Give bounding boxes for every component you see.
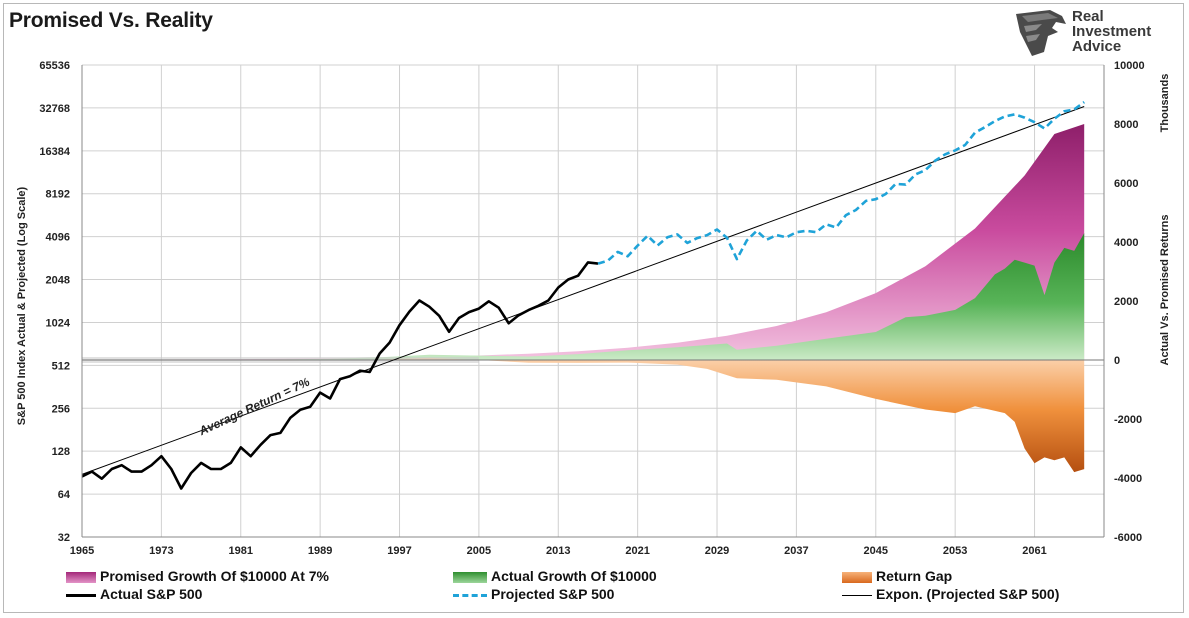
legend-item-gap: Return Gap	[842, 567, 952, 585]
x-tick-label: 1989	[308, 545, 332, 557]
y2-tick-label: -6000	[1114, 532, 1142, 544]
legend-item-actual-sp500: Actual S&P 500	[66, 585, 202, 603]
y2-axis-title: Actual Vs. Promised Returns	[1159, 215, 1171, 366]
legend-item-promised: Promised Growth Of $10000 At 7%	[66, 567, 329, 585]
y-tick-label: 64	[58, 489, 71, 501]
y-tick-label: 32768	[39, 103, 70, 115]
y2-tick-label: 4000	[1114, 237, 1138, 249]
legend-swatch-promised	[66, 571, 96, 583]
logo-line: Investment	[1072, 23, 1152, 40]
legend-label-promised: Promised Growth Of $10000 At 7%	[100, 568, 329, 584]
x-tick-label: 2061	[1022, 545, 1046, 557]
y2-axis-unit: Thousands	[1159, 74, 1171, 133]
area-actual-growth	[82, 233, 1085, 360]
x-tick-label: 1965	[70, 545, 94, 557]
area-return-gap	[82, 357, 1085, 473]
y-tick-label: 16384	[39, 146, 70, 158]
chart-frame	[3, 3, 1184, 613]
x-tick-label: 1981	[229, 545, 253, 557]
annotation-average-return: Average Return = 7%	[196, 374, 312, 438]
x-tick-label: 2053	[943, 545, 967, 557]
legend-swatch-trend	[842, 594, 872, 596]
x-tick-label: 2037	[784, 545, 808, 557]
y-tick-label: 1024	[46, 317, 71, 329]
legend-label-actual-growth: Actual Growth Of $10000	[491, 568, 657, 584]
y-tick-label: 256	[52, 403, 70, 415]
logo-line: Real	[1072, 8, 1104, 25]
legend-swatch-projected-sp500	[453, 593, 487, 597]
x-tick-label: 2029	[705, 545, 729, 557]
eagle-head-icon	[1016, 10, 1066, 56]
legend-item-actual-growth: Actual Growth Of $10000	[453, 567, 657, 585]
legend-label-trend: Expon. (Projected S&P 500)	[876, 586, 1060, 602]
y-tick-label: 2048	[46, 275, 70, 287]
logo-line: Advice	[1072, 38, 1122, 55]
line-series	[81, 101, 1085, 490]
y2-tick-label: 0	[1114, 355, 1120, 367]
axes: 32 64 128 256 512 1024 2048 4096 8192 16384 32768 6…	[39, 60, 1144, 557]
legend-item-projected-sp500: Projected S&P 500	[453, 585, 614, 603]
legend-swatch-actual-growth	[453, 571, 487, 583]
x-tick-label: 1973	[149, 545, 173, 557]
y2-tick-label: 6000	[1114, 178, 1138, 190]
y-tick-label: 65536	[39, 60, 70, 72]
y-tick-label: 512	[52, 360, 70, 372]
x-tick-label: 2021	[625, 545, 649, 557]
y-axis-title: S&P 500 Index Actual & Projected (Log Sc…	[16, 186, 28, 425]
y-tick-label: 8192	[46, 189, 70, 201]
y-tick-label: 32	[58, 532, 70, 544]
x-tick-label: 1997	[387, 545, 411, 557]
y2-tick-label: 10000	[1114, 60, 1145, 72]
legend-label-projected-sp500: Projected S&P 500	[491, 586, 615, 602]
y-tick-label: 128	[52, 446, 70, 458]
legend-label-gap: Return Gap	[876, 568, 953, 584]
y2-tick-label: 2000	[1114, 296, 1138, 308]
line-trend	[81, 106, 1085, 475]
legend-item-trend: Expon. (Projected S&P 500)	[842, 585, 1059, 603]
x-tick-label: 2045	[864, 545, 888, 557]
x-tick-label: 2005	[467, 545, 491, 557]
x-tick-label: 2013	[546, 545, 570, 557]
y-tick-label: 4096	[46, 232, 70, 244]
legend-swatch-gap	[842, 571, 872, 583]
logo-text: Real Investment Advice	[1072, 9, 1151, 54]
brand-logo: Real Investment Advice	[1012, 6, 1182, 58]
line-actual-sp500	[81, 261, 599, 490]
chart-title: Promised Vs. Reality	[9, 9, 213, 32]
y2-tick-label: -4000	[1114, 473, 1142, 485]
line-projected-sp500	[597, 101, 1085, 265]
area-series	[82, 124, 1104, 473]
legend-label-actual-sp500: Actual S&P 500	[100, 586, 203, 602]
y2-tick-label: 8000	[1114, 119, 1138, 131]
legend-swatch-actual-sp500	[66, 593, 96, 597]
y2-tick-label: -2000	[1114, 414, 1142, 426]
